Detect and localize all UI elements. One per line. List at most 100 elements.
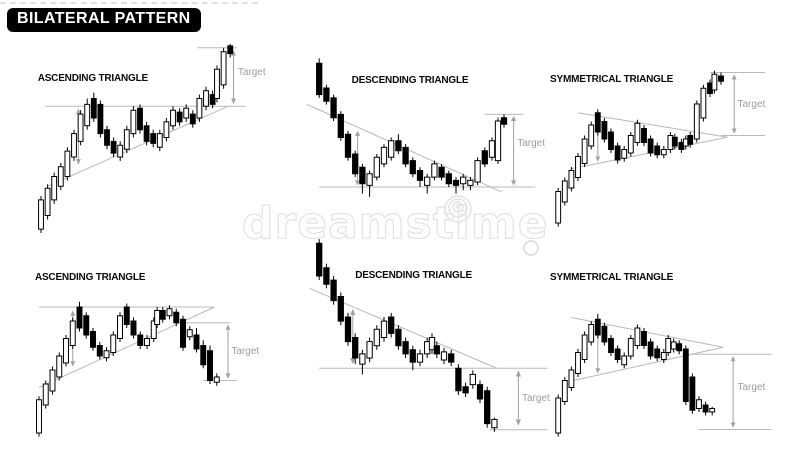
bear-candle	[181, 319, 186, 347]
bear-candle	[345, 134, 350, 157]
bull-candle	[661, 353, 666, 360]
bear-candle	[151, 134, 156, 144]
trendline	[574, 347, 724, 380]
bear-candle	[703, 405, 708, 412]
measure-arrow-head-down	[595, 368, 601, 374]
bear-candle	[228, 46, 233, 54]
bear-candle	[655, 349, 660, 358]
bear-candle	[453, 180, 458, 185]
bear-candle	[194, 335, 199, 349]
bear-candle	[201, 346, 206, 365]
measure-arrow-head-down	[595, 156, 601, 162]
bear-candle	[602, 122, 607, 140]
bull-candle	[43, 384, 48, 405]
chart-canvas	[545, 55, 765, 230]
target-label: Target	[517, 137, 545, 149]
target-label: Target	[737, 98, 766, 110]
bull-candle	[495, 121, 500, 161]
bear-candle	[655, 146, 660, 155]
bear-candle	[609, 339, 614, 353]
chart-title: SYMMETRICAL TRIANGLE	[550, 74, 674, 86]
measure-arrow-head-up	[354, 130, 361, 136]
bull-candle	[197, 99, 202, 119]
bear-candle	[174, 312, 179, 323]
bull-candle	[111, 335, 116, 353]
bear-candle	[434, 346, 439, 354]
bull-candle	[215, 69, 220, 98]
bull-candle	[131, 110, 136, 133]
bull-candle	[389, 141, 394, 158]
bear-candle	[410, 161, 415, 174]
bull-candle	[72, 134, 77, 157]
measure-arrow-head-down	[70, 361, 76, 367]
trendline	[48, 106, 228, 186]
bear-candle	[324, 88, 329, 101]
bear-candle	[602, 326, 607, 342]
measure-arrow-head-down	[350, 358, 356, 365]
target-arrow-head-down	[510, 180, 517, 186]
bull-candle	[712, 74, 717, 90]
bull-candle	[39, 200, 44, 229]
bull-candle	[697, 400, 702, 409]
bull-candle	[556, 398, 561, 433]
bear-candle	[345, 317, 350, 342]
bear-candle	[642, 129, 647, 143]
bear-candle	[615, 349, 620, 360]
bull-candle	[151, 321, 156, 339]
bull-candle	[468, 180, 473, 185]
bull-candle	[432, 164, 437, 177]
target-arrow-head-up	[730, 356, 736, 362]
chart-title: DESCENDING TRIANGLE	[355, 269, 472, 281]
target-arrow-head-down	[730, 422, 736, 428]
watermark-dot	[523, 240, 539, 256]
chart-title: ASCENDING TRIANGLE	[34, 272, 146, 283]
bull-candle	[187, 330, 192, 337]
main-title-badge: BILATERAL PATTERN	[7, 8, 201, 32]
bear-candle	[672, 137, 677, 146]
target-arrow	[515, 370, 522, 426]
bear-candle	[501, 118, 506, 125]
bull-candle	[701, 88, 706, 118]
target-arrow	[231, 49, 236, 105]
bull-candle	[70, 321, 75, 346]
bear-candle	[456, 368, 461, 391]
bear-candle	[177, 112, 182, 122]
main-title: BILATERAL PATTERN	[17, 10, 191, 27]
bear-candle	[208, 351, 213, 381]
trendline	[578, 113, 728, 138]
bear-candle	[98, 104, 103, 133]
target-arrow	[510, 116, 517, 186]
target-arrow-head-up	[515, 370, 522, 377]
bull-candle	[671, 342, 676, 349]
bull-candle	[569, 370, 574, 388]
bull-candle	[589, 125, 594, 146]
bull-candle	[582, 139, 587, 164]
bear-candle	[677, 344, 682, 351]
bear-candle	[389, 317, 394, 333]
bull-candle	[57, 356, 62, 377]
bull-candle	[155, 311, 160, 325]
bull-candle	[45, 188, 50, 215]
bull-candle	[50, 370, 55, 391]
bull-candle	[562, 381, 567, 402]
bear-candle	[648, 139, 653, 153]
chart-canvas	[300, 235, 540, 440]
bear-candle	[111, 141, 116, 153]
bull-candle	[622, 356, 627, 365]
dreamstime-spiral-icon	[444, 195, 472, 223]
chart-title: DESCENDING TRIANGLE	[351, 74, 469, 86]
target-arrow-head-down	[731, 128, 737, 134]
target-arrow	[730, 356, 736, 428]
bear-candle	[91, 332, 96, 348]
bull-candle	[635, 123, 640, 142]
bull-candle	[214, 377, 219, 382]
bear-candle	[719, 76, 724, 81]
bear-candle	[439, 167, 444, 177]
bull-candle	[204, 91, 209, 107]
bull-candle	[628, 136, 633, 154]
bull-candle	[441, 352, 446, 360]
bear-candle	[595, 113, 600, 132]
chart-descending-triangle-bullish: DESCENDING TRIANGLE Target	[300, 55, 545, 220]
bear-candle	[84, 316, 89, 335]
bear-candle	[396, 141, 401, 151]
